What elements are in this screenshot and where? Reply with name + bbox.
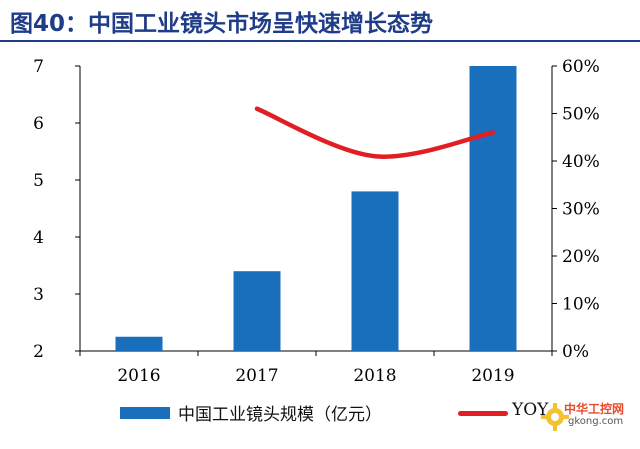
bar xyxy=(351,191,399,351)
y-right-tick-label: 40% xyxy=(562,152,600,172)
y-right-tick-label: 20% xyxy=(562,247,600,267)
y-right-tick-label: 50% xyxy=(562,105,600,125)
watermark-text: 中华工控网 xyxy=(564,402,625,416)
figure-title: 图40：中国工业镜头市场呈快速增长态势 xyxy=(10,11,434,37)
y-left-tick-label: 7 xyxy=(33,57,44,77)
legend-bar-label: 中国工业镜头规模（亿元） xyxy=(178,405,382,425)
legend-line-swatch xyxy=(458,411,508,416)
x-tick-label: 2018 xyxy=(353,366,396,386)
yoy-line xyxy=(254,106,496,159)
x-tick-label: 2017 xyxy=(235,366,278,386)
x-tick-label: 2016 xyxy=(117,366,160,386)
title-underline xyxy=(0,40,640,42)
watermark-logo: 中华工控网 gkong.com xyxy=(538,400,638,442)
legend-line-label: YOY xyxy=(512,400,549,420)
y-right-tick-label: 10% xyxy=(562,295,600,315)
bar xyxy=(469,66,517,351)
x-tick-label: 2019 xyxy=(471,366,514,386)
y-right-tick-label: 0% xyxy=(562,342,589,362)
bar xyxy=(233,271,281,351)
y-left-tick-label: 4 xyxy=(33,228,44,248)
legend: 中国工业镜头规模（亿元） YOY xyxy=(0,398,640,428)
y-left-tick-label: 5 xyxy=(33,171,44,191)
y-left-tick-label: 6 xyxy=(33,114,44,134)
gear-icon xyxy=(541,403,569,431)
watermark-url: gkong.com xyxy=(568,416,624,427)
y-left-tick-label: 3 xyxy=(33,285,44,305)
legend-bar-swatch xyxy=(120,407,170,419)
y-right-tick-label: 30% xyxy=(562,200,600,220)
bar xyxy=(115,336,163,351)
y-right-tick-label: 60% xyxy=(562,57,600,77)
y-left-tick-label: 2 xyxy=(33,342,44,362)
figure-title-bar: 图40：中国工业镜头市场呈快速增长态势 xyxy=(0,0,640,44)
